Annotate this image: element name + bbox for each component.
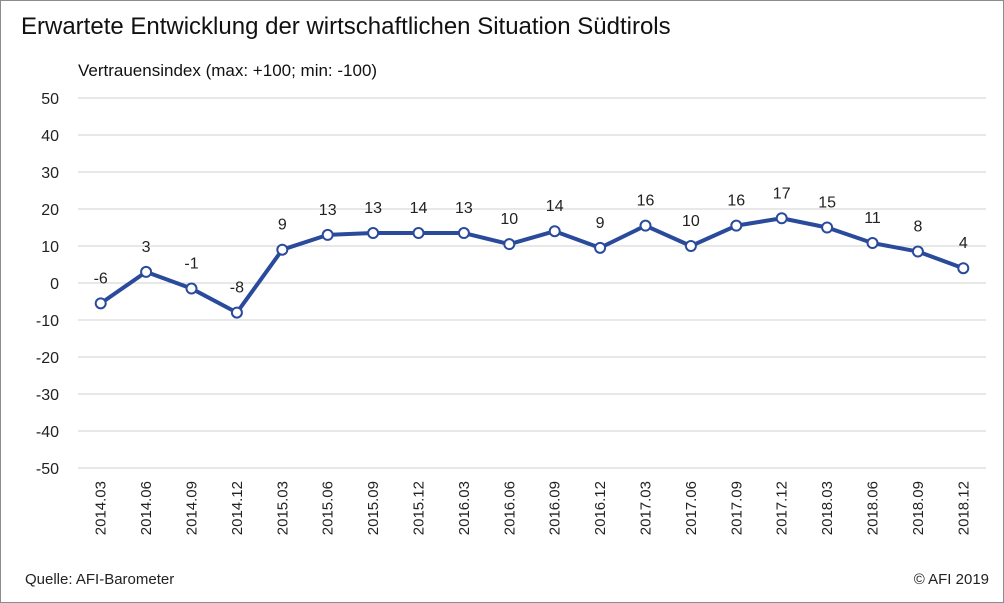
x-tick-label: 2017.12: [774, 481, 791, 535]
x-tick-label: 2016.09: [547, 481, 564, 535]
data-label: 10: [682, 213, 700, 230]
data-label: 15: [818, 195, 836, 212]
x-tick-label: 2017.06: [683, 481, 700, 535]
x-tick-label: 2018.06: [865, 481, 882, 535]
data-point: [911, 245, 924, 258]
data-point: [276, 243, 289, 256]
x-tick-label: 2017.09: [728, 481, 745, 535]
x-tick-label: 2016.03: [456, 481, 473, 535]
data-point: [412, 227, 425, 240]
x-tick-labels: 2014.03 2014.06 2014.09 2014.12 2015.03 2015.…: [93, 481, 973, 535]
data-point: [639, 219, 652, 232]
data-label: 13: [455, 200, 473, 217]
data-label: 8: [913, 219, 922, 236]
data-label: 13: [319, 202, 337, 219]
y-tick-label: 20: [41, 202, 59, 219]
source-note: Quelle: AFI-Barometer: [25, 571, 175, 588]
data-labels: -6 3 -1 -8 9 13 13 14 13 10 14 9 16 10 16 17 15 11 8 4: [94, 185, 968, 296]
x-tick-label: 2015.09: [365, 481, 382, 535]
x-tick-label: 2014.12: [229, 481, 246, 535]
series-group: [94, 212, 970, 319]
y-tick-label: -20: [36, 350, 59, 367]
data-label: 9: [278, 217, 287, 234]
data-label: 14: [546, 198, 564, 215]
data-point: [367, 227, 380, 240]
data-point: [957, 262, 970, 275]
chart-title: Erwartete Entwicklung der wirtschaftlich…: [21, 13, 671, 40]
y-tick-label: -30: [36, 387, 59, 404]
data-point: [185, 282, 198, 295]
x-tick-label: 2016.06: [501, 481, 518, 535]
y-tick-label: -40: [36, 424, 59, 441]
x-tick-label: 2018.09: [910, 481, 927, 535]
data-point: [94, 297, 107, 310]
series-line: [98, 216, 966, 315]
x-tick-label: 2016.12: [592, 481, 609, 535]
y-axis-label: Vertrauensindex (max: +100; min: -100): [78, 61, 378, 80]
data-label: 11: [864, 210, 881, 227]
data-label: -1: [184, 256, 198, 273]
data-point: [503, 238, 516, 251]
data-label: 13: [364, 200, 382, 217]
data-point: [821, 221, 834, 234]
data-point: [230, 306, 243, 319]
x-tick-label: 2018.12: [955, 481, 972, 535]
data-label: -6: [94, 270, 108, 287]
data-label: 16: [727, 193, 745, 210]
data-point: [321, 228, 334, 241]
data-point: [775, 212, 788, 225]
x-tick-label: 2015.03: [274, 481, 291, 535]
x-tick-label: 2015.12: [411, 481, 428, 535]
data-point: [594, 241, 607, 254]
data-label: 10: [500, 211, 518, 228]
data-label: -8: [230, 280, 244, 297]
data-point: [684, 240, 697, 252]
y-tick-label: 50: [41, 91, 59, 108]
data-point: [548, 225, 561, 238]
gridlines: [78, 97, 986, 469]
x-tick-label: 2014.09: [184, 481, 201, 535]
y-tick-label: -10: [36, 313, 59, 330]
x-tick-label: 2015.06: [320, 481, 337, 535]
data-point: [730, 219, 743, 232]
x-tick-label: 2018.03: [819, 481, 836, 535]
data-label: 3: [142, 239, 151, 256]
y-tick-labels: 50 40 30 20 10 0 -10 -20 -30 -40 -50: [36, 91, 59, 478]
copyright-note: © AFI 2019: [913, 571, 989, 588]
data-label: 4: [959, 235, 968, 252]
data-label: 16: [637, 193, 655, 210]
y-tick-label: -50: [36, 461, 59, 478]
y-tick-label: 0: [50, 276, 59, 293]
x-tick-label: 2014.03: [93, 481, 110, 535]
x-tick-label: 2014.06: [138, 481, 155, 535]
data-label: 9: [596, 215, 605, 232]
data-point: [866, 237, 879, 250]
y-tick-label: 40: [41, 128, 59, 145]
y-tick-label: 30: [41, 165, 59, 182]
x-tick-label: 2017.03: [638, 481, 655, 535]
data-point: [140, 265, 153, 278]
y-tick-label: 10: [41, 239, 59, 256]
data-point: [457, 227, 470, 240]
data-label: 14: [410, 200, 428, 217]
data-label: 17: [773, 185, 791, 202]
